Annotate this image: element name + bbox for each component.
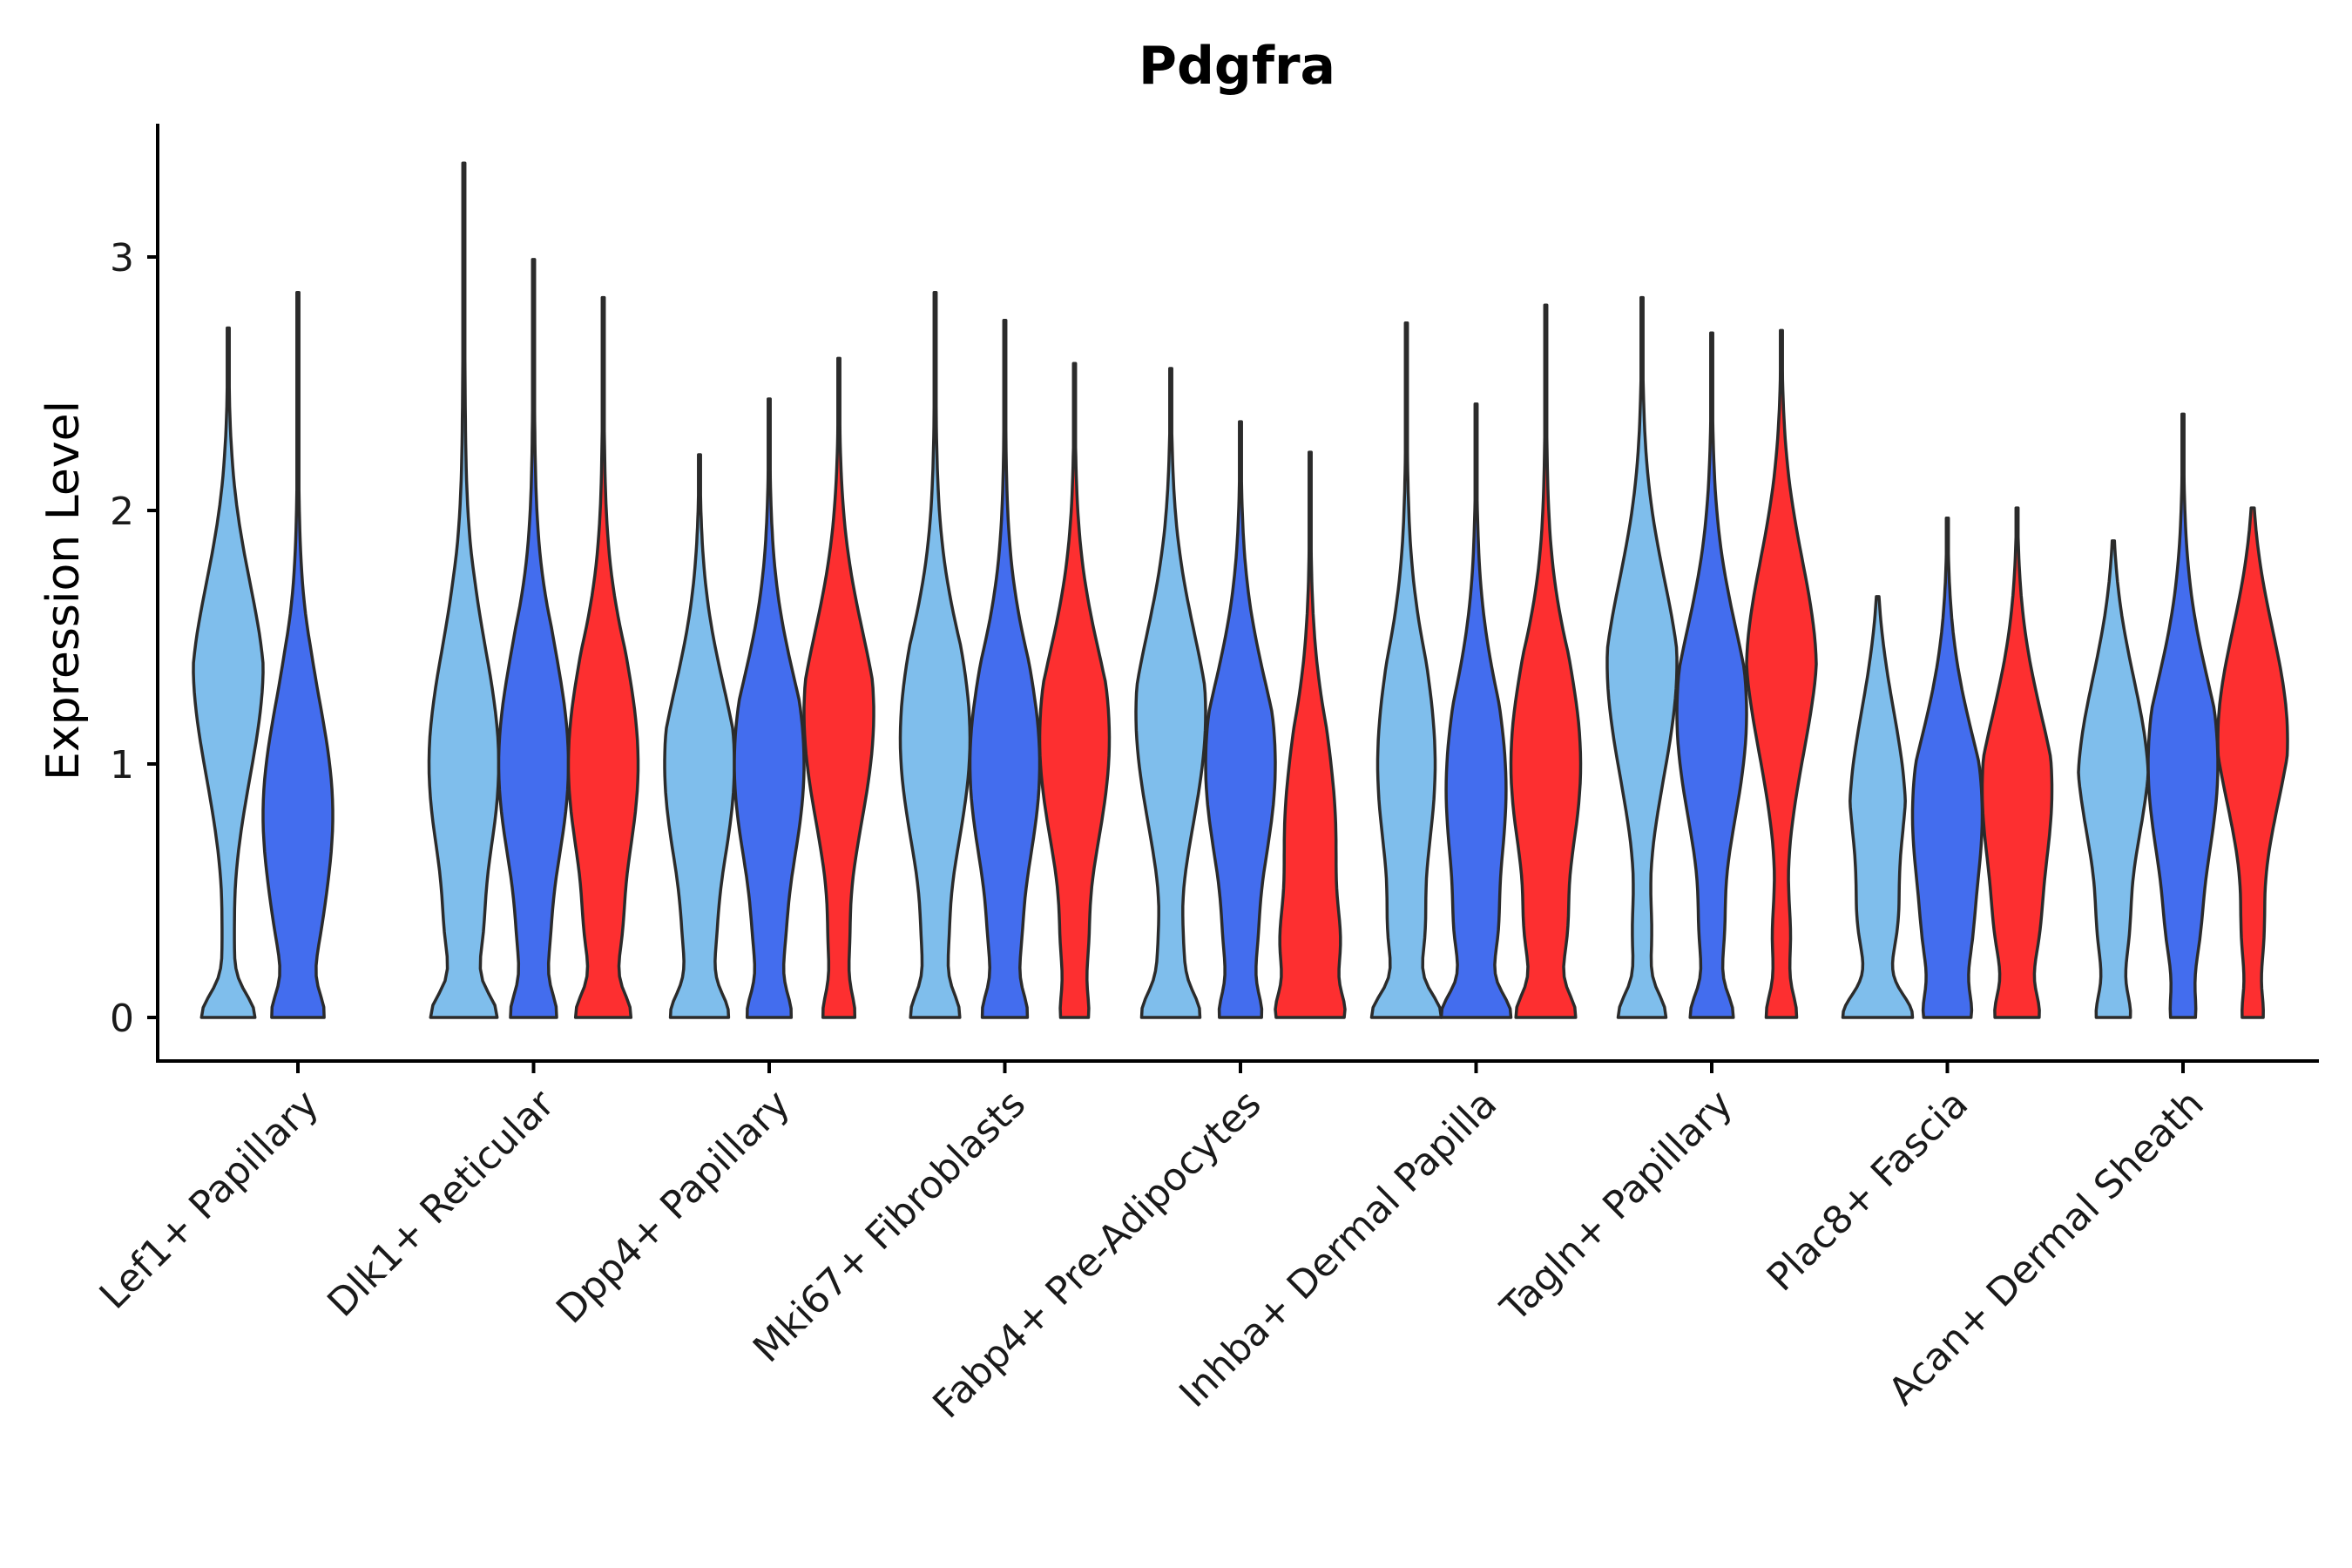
y-tick-label: 0 bbox=[110, 997, 134, 1041]
chart-title: Pdgfra bbox=[1139, 36, 1335, 97]
x-tick-label: Plac8+ Fascia bbox=[1759, 1082, 1977, 1301]
violin-5-1 bbox=[1439, 402, 1513, 1019]
y-tick-label: 3 bbox=[110, 236, 134, 280]
violin-7-1 bbox=[1910, 516, 1984, 1019]
y-tick-label: 2 bbox=[110, 490, 134, 534]
x-tick-label: Dlk1+ Reticular bbox=[319, 1081, 564, 1326]
violin-2-2 bbox=[802, 356, 875, 1019]
violin-2-1 bbox=[733, 397, 806, 1019]
x-tick-label: Lef1+ Papillary bbox=[91, 1082, 328, 1318]
x-tick-label: Mki67+ Fibroblasts bbox=[745, 1082, 1034, 1371]
x-tick-label: Dpp4+ Papillary bbox=[548, 1082, 799, 1333]
violin-6-0 bbox=[1605, 295, 1679, 1019]
violin-3-1 bbox=[968, 319, 1042, 1019]
violin-1-0 bbox=[427, 161, 501, 1019]
violin-8-2 bbox=[2216, 506, 2289, 1019]
y-tick-label: 1 bbox=[110, 743, 134, 787]
violin-4-2 bbox=[1274, 450, 1347, 1019]
y-axis-label: Expression Level bbox=[37, 401, 90, 781]
violin-6-2 bbox=[1745, 328, 1818, 1019]
violin-2-0 bbox=[663, 453, 736, 1019]
violin-1-2 bbox=[566, 295, 640, 1019]
x-tick-label: Tagln+ Papillary bbox=[1492, 1082, 1741, 1331]
violins-group bbox=[192, 161, 2289, 1019]
y-ticks-group: 0 1 2 3 bbox=[110, 236, 158, 1041]
violin-0-1 bbox=[261, 290, 335, 1019]
violin-8-1 bbox=[2146, 412, 2220, 1019]
violin-5-2 bbox=[1509, 303, 1583, 1019]
violin-7-0 bbox=[1841, 595, 1915, 1019]
violin-8-0 bbox=[2077, 539, 2150, 1019]
violin-3-2 bbox=[1037, 362, 1112, 1019]
violin-3-0 bbox=[898, 290, 972, 1019]
violin-4-1 bbox=[1204, 420, 1277, 1019]
violin-0-0 bbox=[192, 326, 265, 1019]
violin-4-0 bbox=[1134, 367, 1207, 1019]
violin-6-1 bbox=[1675, 331, 1748, 1019]
violin-7-2 bbox=[1980, 506, 2054, 1019]
violin-5-0 bbox=[1369, 321, 1443, 1019]
violin-1-1 bbox=[497, 258, 571, 1019]
